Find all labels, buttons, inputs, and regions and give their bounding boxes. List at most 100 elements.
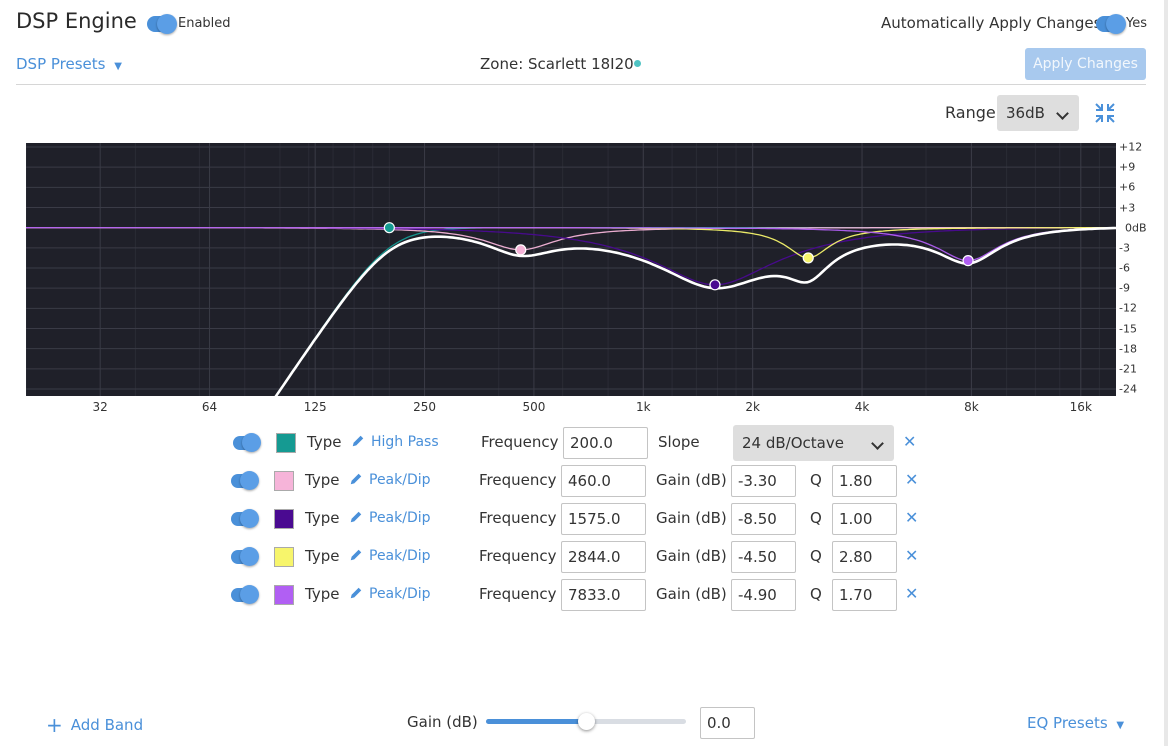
range-value: 36dB: [1006, 104, 1045, 122]
caret-down-icon: ▼: [1116, 720, 1125, 731]
x-tick-label: 125: [303, 400, 327, 414]
band-type-label: Type: [305, 509, 340, 527]
frequency-input[interactable]: [561, 465, 646, 497]
chevron-down-icon: [871, 437, 884, 450]
frequency-input[interactable]: [561, 579, 646, 611]
band-type-link[interactable]: Peak/Dip: [349, 472, 431, 488]
frequency-input[interactable]: [563, 427, 648, 459]
band-color-swatch[interactable]: [274, 471, 294, 491]
q-input[interactable]: [832, 541, 897, 573]
slope-select[interactable]: 24 dB/Octave: [733, 425, 894, 461]
band-handle-4[interactable]: [802, 252, 814, 264]
x-tick-label: 16k: [1069, 400, 1092, 414]
y-tick-label: -21: [1119, 362, 1137, 376]
band-type-value: Peak/Dip: [369, 472, 431, 488]
band-handle-2[interactable]: [515, 244, 527, 256]
band-enable-toggle[interactable]: [231, 547, 259, 566]
gain-label: Gain (dB): [656, 471, 727, 489]
zone-label: Zone: Scarlett 18I20: [480, 55, 634, 73]
master-gain-label: Gain (dB): [407, 713, 478, 731]
band-type-label: Type: [305, 547, 340, 565]
band-curve-5: [26, 227, 1116, 262]
frequency-input[interactable]: [561, 541, 646, 573]
zone-status-dot: [634, 60, 641, 67]
y-tick-label: 0dB: [1125, 221, 1147, 235]
x-tick-label: 500: [522, 400, 546, 414]
band-type-label: Type: [305, 585, 340, 603]
band-type-link[interactable]: Peak/Dip: [349, 510, 431, 526]
y-tick-label: -24: [1119, 382, 1137, 396]
x-tick-label: 32: [92, 400, 108, 414]
gain-label: Gain (dB): [656, 547, 727, 565]
auto-apply-label: Automatically Apply Changes: [881, 14, 1102, 32]
pencil-icon: [350, 511, 362, 523]
gain-input[interactable]: [731, 579, 796, 611]
x-tick-label: 250: [413, 400, 436, 414]
master-gain-input[interactable]: [700, 707, 755, 739]
eq-presets-dropdown[interactable]: EQ Presets ▼: [1027, 714, 1124, 732]
gain-input[interactable]: [731, 465, 796, 497]
remove-band-icon[interactable]: ✕: [905, 508, 919, 527]
gain-input[interactable]: [731, 503, 796, 535]
q-input[interactable]: [832, 579, 897, 611]
gain-label: Gain (dB): [656, 509, 727, 527]
auto-apply-value: Yes: [1126, 16, 1147, 31]
auto-apply-toggle[interactable]: [1096, 14, 1126, 34]
band-color-swatch[interactable]: [276, 433, 296, 453]
scrollbar[interactable]: [1164, 0, 1168, 746]
q-label: Q: [810, 547, 822, 565]
remove-band-icon[interactable]: ✕: [905, 470, 919, 489]
frequency-label: Frequency: [479, 509, 557, 527]
band-color-swatch[interactable]: [274, 509, 294, 529]
pencil-icon: [350, 587, 362, 599]
q-input[interactable]: [832, 503, 897, 535]
apply-changes-button[interactable]: Apply Changes: [1025, 48, 1146, 80]
y-tick-label: -18: [1119, 342, 1137, 356]
range-label: Range:: [945, 103, 1002, 122]
band-curve-1: [38, 227, 1116, 746]
remove-band-icon[interactable]: ✕: [905, 546, 919, 565]
band-type-link[interactable]: Peak/Dip: [349, 586, 431, 602]
dsp-presets-label: DSP Presets: [16, 55, 106, 73]
y-tick-label: -6: [1119, 261, 1130, 275]
gain-label: Gain (dB): [656, 585, 727, 603]
band-type-value: Peak/Dip: [369, 548, 431, 564]
band-type-value: Peak/Dip: [369, 510, 431, 526]
add-band-button[interactable]: + Add Band: [46, 713, 143, 737]
frequency-input[interactable]: [561, 503, 646, 535]
gain-input[interactable]: [731, 541, 796, 573]
band-enable-toggle[interactable]: [231, 471, 259, 490]
band-enable-toggle[interactable]: [231, 585, 259, 604]
x-tick-label: 1k: [635, 400, 651, 414]
divider: [16, 84, 1146, 85]
pencil-icon: [350, 473, 362, 485]
caret-down-icon: ▼: [114, 61, 122, 72]
dsp-presets-dropdown[interactable]: DSP Presets ▼: [16, 55, 122, 73]
remove-band-icon[interactable]: ✕: [903, 432, 917, 451]
y-tick-label: -15: [1119, 322, 1137, 335]
band-handle-5[interactable]: [962, 255, 974, 267]
y-tick-label: -12: [1119, 301, 1137, 315]
band-handle-3[interactable]: [709, 279, 721, 291]
dsp-enabled-toggle[interactable]: [147, 14, 177, 34]
band-enable-toggle[interactable]: [231, 509, 259, 528]
band-color-swatch[interactable]: [274, 585, 294, 605]
frequency-label: Frequency: [479, 471, 557, 489]
q-input[interactable]: [832, 465, 897, 497]
band-type-value: High Pass: [371, 434, 439, 450]
y-tick-label: -3: [1119, 241, 1130, 255]
remove-band-icon[interactable]: ✕: [905, 584, 919, 603]
slope-label: Slope: [658, 433, 700, 451]
collapse-icon[interactable]: [1093, 101, 1117, 125]
band-handle-1[interactable]: [383, 222, 395, 234]
band-type-link[interactable]: Peak/Dip: [349, 548, 431, 564]
band-color-swatch[interactable]: [274, 547, 294, 567]
band-type-link[interactable]: High Pass: [351, 434, 439, 450]
eq-chart-svg: [25, 143, 1117, 746]
composite-curve: [37, 226, 1117, 746]
band-enable-toggle[interactable]: [233, 433, 261, 452]
plus-icon: +: [46, 713, 63, 737]
range-select[interactable]: 36dB: [997, 95, 1079, 131]
eq-chart[interactable]: [25, 143, 1117, 746]
master-gain-slider-handle[interactable]: [578, 713, 595, 730]
